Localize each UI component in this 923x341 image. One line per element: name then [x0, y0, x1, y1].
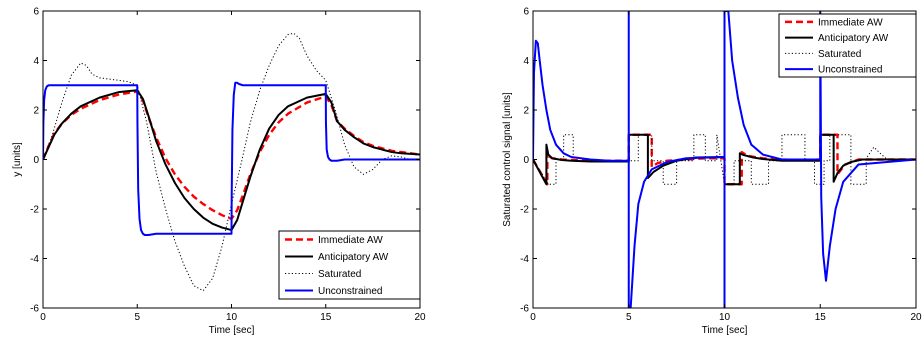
y-tick-label: 4: [33, 56, 39, 67]
legend-label: Saturated: [818, 49, 861, 60]
legend-label: Immediate AW: [318, 235, 383, 246]
y-tick-label: -6: [520, 304, 529, 315]
x-tick-label: 20: [414, 312, 426, 323]
y-tick-label: -6: [30, 304, 39, 315]
y-tick-label: -2: [30, 205, 39, 216]
x-tick-label: 5: [626, 312, 632, 323]
x-tick-label: 15: [815, 312, 827, 323]
legend: Immediate AW Anticipatory AW Saturated Unco…: [778, 13, 917, 78]
x-tick-label: 15: [320, 312, 332, 323]
legend-label: Saturated: [318, 269, 361, 280]
x-axis-label: Time [sec]: [209, 325, 255, 336]
chart-panel-1: 0 5 10 15 20 -6 -4 -2 0 2 4 6 Time [sec] y [units] Imm…: [12, 7, 426, 337]
legend-label: Anticipatory AW: [318, 252, 389, 263]
x-tick-label: 0: [530, 312, 536, 323]
legend: Immediate AW Anticipatory AW Saturated Unco…: [278, 230, 421, 300]
series-group: [533, 11, 916, 308]
y-tick-label: 2: [33, 106, 39, 117]
legend-label: Anticipatory AW: [818, 33, 889, 44]
y-tick-label: 0: [523, 155, 529, 166]
y-tick-label: 4: [523, 56, 529, 67]
x-tick-label: 10: [226, 312, 238, 323]
legend-box: [778, 13, 917, 78]
y-tick-label: -2: [520, 205, 529, 216]
legend-label: Unconstrained: [818, 65, 882, 76]
x-axis-label: Time [sec]: [702, 325, 748, 336]
x-tick-label: 10: [719, 312, 731, 323]
x-tick-label: 5: [134, 312, 140, 323]
y-tick-label: -4: [520, 254, 529, 265]
x-tick-label: 0: [40, 312, 46, 323]
y-tick-label: 6: [33, 7, 39, 18]
y-axis-label: Saturated control signal [units]: [502, 92, 513, 227]
chart-panel-2: 0 5 10 15 20 -6 -4 -2 0 2 4 6 Time [sec] Saturated co…: [502, 7, 922, 337]
y-tick-label: -4: [30, 254, 39, 265]
x-tick-label: 20: [910, 312, 922, 323]
series-group: [43, 32, 420, 292]
legend-label: Unconstrained: [318, 286, 382, 297]
y-tick-label: 6: [523, 7, 529, 18]
y-tick-label: 2: [523, 106, 529, 117]
y-axis-label: y [units]: [12, 142, 23, 177]
legend-box: [278, 230, 421, 300]
y-tick-label: 0: [33, 155, 39, 166]
series-line-unconstrained: [43, 81, 420, 236]
series-line-unconstrained: [533, 11, 916, 308]
legend-label: Immediate AW: [818, 17, 883, 28]
